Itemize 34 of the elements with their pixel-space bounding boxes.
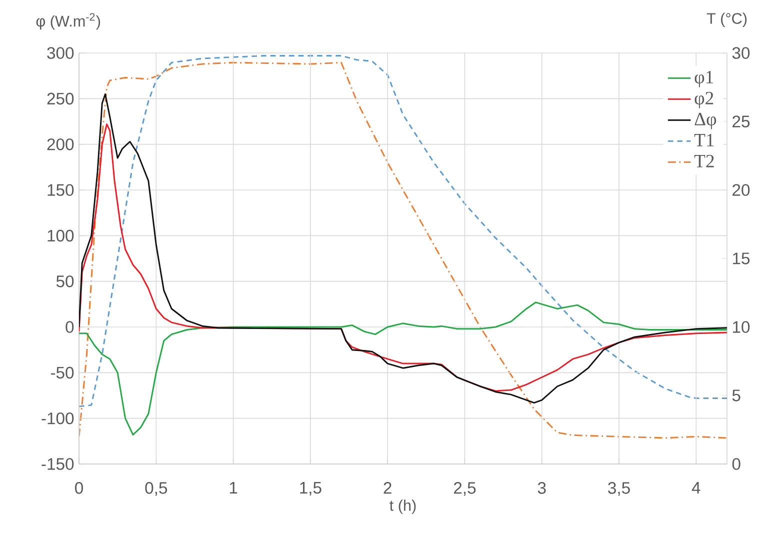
- y-axis-title: φ (W.m$^{-2}$): [36, 13, 100, 30]
- x-tick-label: 1,5: [300, 482, 322, 496]
- x-tick-label: 4: [692, 482, 700, 494]
- legend-label: Δφ: [694, 112, 716, 130]
- y-tick-label: -100: [42, 412, 74, 424]
- x-tick-label: 3: [538, 482, 546, 494]
- x-tick-label: 3,5: [608, 482, 630, 496]
- y-tick-label: 250: [47, 92, 74, 105]
- y-tick-label: -50: [50, 366, 74, 379]
- legend-label: φ1: [694, 70, 714, 88]
- y-tick-label: 0: [66, 321, 74, 333]
- y2-tick-label: 20: [732, 184, 750, 196]
- x-tick-label: 0,5: [145, 482, 168, 496]
- x-tick-label: 0: [75, 482, 83, 494]
- x-axis-title: t (h): [390, 500, 416, 514]
- x-tick-label: 2: [384, 482, 392, 494]
- y2-tick-label: 15: [732, 252, 750, 264]
- y-tick-label: 150: [48, 184, 74, 196]
- y-tick-label: 200: [47, 138, 74, 150]
- legend-label: φ2: [694, 92, 714, 108]
- y2-tick-label: 5: [732, 390, 740, 402]
- legend-label: T1: [694, 134, 714, 146]
- y2-tick-label: 0: [732, 458, 740, 470]
- y-tick-label: 50: [56, 275, 74, 288]
- y2-axis-title: T (°C): [706, 12, 747, 27]
- y2-tick-label: 10: [732, 321, 750, 333]
- legend-label: T2: [694, 154, 714, 168]
- y2-tick-label: 30: [732, 47, 750, 59]
- y-tick-label: -150: [42, 458, 74, 470]
- y-tick-label: 300: [47, 47, 74, 59]
- y-tick-label: 100: [48, 230, 74, 242]
- y2-tick-label: 25: [732, 116, 750, 128]
- x-tick-label: 2,5: [454, 482, 476, 496]
- x-tick-label: 1: [230, 482, 238, 494]
